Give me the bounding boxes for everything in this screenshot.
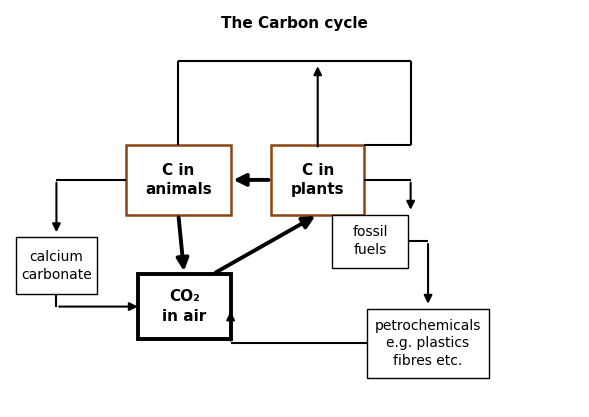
FancyBboxPatch shape — [272, 145, 364, 215]
Text: petrochemicals
e.g. plastics
fibres etc.: petrochemicals e.g. plastics fibres etc. — [375, 319, 481, 368]
FancyBboxPatch shape — [332, 215, 408, 268]
FancyBboxPatch shape — [126, 145, 231, 215]
FancyBboxPatch shape — [138, 274, 231, 339]
Text: The Carbon cycle: The Carbon cycle — [221, 16, 368, 31]
Text: C in
plants: C in plants — [291, 163, 345, 197]
FancyBboxPatch shape — [367, 309, 489, 378]
Text: fossil
fuels: fossil fuels — [352, 225, 388, 257]
Text: calcium
carbonate: calcium carbonate — [21, 250, 92, 281]
Text: CO₂
in air: CO₂ in air — [162, 289, 206, 324]
Text: C in
animals: C in animals — [145, 163, 211, 197]
FancyBboxPatch shape — [16, 237, 97, 294]
